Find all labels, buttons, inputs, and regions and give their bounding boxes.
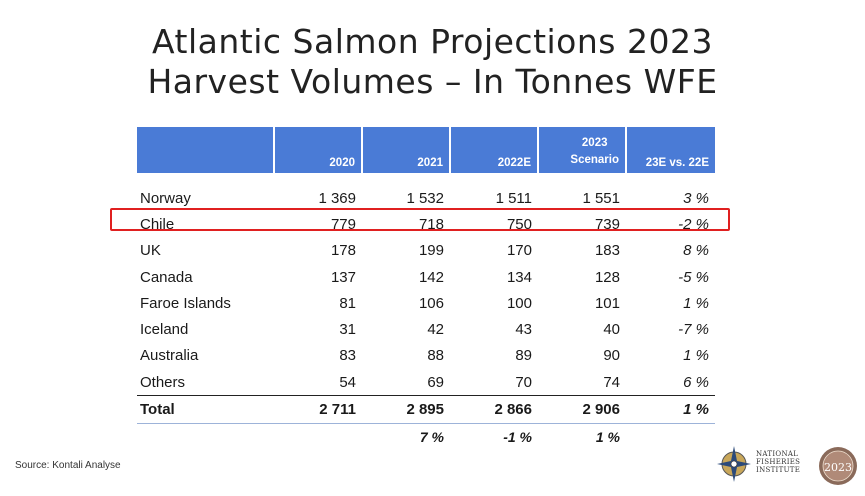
volume-cell: 43 xyxy=(515,321,532,339)
table-body: Norway 1 369 1 532 1 511 1 551 3 % Chile 779 718… xyxy=(137,173,715,450)
growth-cell: 7 % xyxy=(419,428,444,445)
svg-text:2023: 2023 xyxy=(824,461,852,474)
country-name: Norway xyxy=(140,189,191,207)
header-cell: 2023 Scenario xyxy=(537,127,626,173)
total-cell: 2 866 xyxy=(450,395,538,424)
highlight-box xyxy=(110,208,730,231)
header-cell: 2022E xyxy=(449,127,538,173)
volume-cell: 718 xyxy=(418,215,444,233)
volume-cell: 178 xyxy=(330,242,356,260)
volume-cell: 40 xyxy=(603,321,620,339)
volume-cell: 1 551 xyxy=(582,189,620,207)
change-cell: -5 % xyxy=(678,268,709,286)
change-cell: 3 % xyxy=(683,189,709,207)
country-name: UK xyxy=(140,242,161,260)
total-label: Total xyxy=(137,395,274,424)
seal-icon: 2023 xyxy=(819,447,857,485)
source-note: Source: Kontali Analyse xyxy=(15,460,121,471)
table-row: Faroe Islands 81 106 100 101 1 % xyxy=(137,290,715,316)
header-cell: 2020 xyxy=(273,127,362,173)
change-cell: -7 % xyxy=(678,321,709,339)
volume-cell: 137 xyxy=(330,268,356,286)
volume-cell: 70 xyxy=(515,373,532,391)
change-cell: 1 % xyxy=(683,294,709,312)
country-name: Canada xyxy=(140,268,193,286)
total-cell: 2 906 xyxy=(538,395,626,424)
table-row: Canada 137 142 134 128 -5 % xyxy=(137,264,715,290)
volume-cell: 142 xyxy=(418,268,444,286)
header-row: 2020 2021 2022E 2023 Scenario 23E vs. 22E xyxy=(137,127,715,173)
change-cell: 8 % xyxy=(683,242,709,260)
volume-cell: 106 xyxy=(418,294,444,312)
change-cell: 6 % xyxy=(683,373,709,391)
growth-cell xyxy=(626,423,715,450)
slide-title: Atlantic Salmon Projections 2023 Harvest… xyxy=(0,22,865,102)
volume-cell: 42 xyxy=(427,321,444,339)
volume-cell: 74 xyxy=(603,373,620,391)
volume-cell: 739 xyxy=(594,215,620,233)
growth-label xyxy=(137,423,274,450)
header-cell: 2021 xyxy=(361,127,450,173)
volume-cell: 1 369 xyxy=(318,189,356,207)
growth-cell: -1 % xyxy=(503,428,532,445)
total-change-cell: 1 % xyxy=(626,395,715,424)
volume-cell: 69 xyxy=(427,373,444,391)
volume-cell: 134 xyxy=(506,268,532,286)
table-row: Others 54 69 70 74 6 % xyxy=(137,369,715,396)
total-cell: 2 711 xyxy=(274,395,362,424)
volume-cell: 183 xyxy=(594,242,620,260)
volume-cell: 83 xyxy=(339,347,356,365)
country-name: Australia xyxy=(140,347,199,365)
volume-cell: 88 xyxy=(427,347,444,365)
harvest-table: 2020 2021 2022E 2023 Scenario 23E vs. 22E Nor… xyxy=(137,127,715,450)
header-cell-empty xyxy=(137,127,274,173)
title-line-1: Atlantic Salmon Projections 2023 xyxy=(152,22,713,61)
volume-cell: 750 xyxy=(506,215,532,233)
table-row: Australia 83 88 89 90 1 % xyxy=(137,343,715,369)
growth-cell xyxy=(274,423,362,450)
nfi-logo: NATIONAL FISHERIES INSTITUTE 2023 xyxy=(716,444,857,490)
volume-cell: 100 xyxy=(506,294,532,312)
title-line-2: Harvest Volumes – In Tonnes WFE xyxy=(147,62,718,101)
growth-cell: 1 % xyxy=(595,428,620,445)
country-name: Chile xyxy=(140,215,175,233)
growth-row: 7 % -1 % 1 % xyxy=(137,423,715,450)
total-cell: 2 895 xyxy=(362,395,450,424)
country-name: Others xyxy=(140,373,186,391)
volume-cell: 81 xyxy=(339,294,356,312)
volume-cell: 1 511 xyxy=(495,189,532,207)
volume-cell: 90 xyxy=(603,347,620,365)
volume-cell: 199 xyxy=(418,242,444,260)
table-row: Norway 1 369 1 532 1 511 1 551 3 % xyxy=(137,185,715,211)
logo-text: NATIONAL FISHERIES INSTITUTE xyxy=(756,450,801,474)
table-row: Iceland 31 42 43 40 -7 % xyxy=(137,316,715,342)
volume-cell: 128 xyxy=(594,268,620,286)
country-name: Iceland xyxy=(140,321,189,339)
volume-cell: 54 xyxy=(339,373,356,391)
header-cell: 23E vs. 22E xyxy=(625,127,715,173)
change-cell: 1 % xyxy=(683,347,709,365)
country-name: Faroe Islands xyxy=(140,294,231,312)
volume-cell: 31 xyxy=(339,321,356,339)
volume-cell: 1 532 xyxy=(406,189,444,207)
table-row: UK 178 199 170 183 8 % xyxy=(137,238,715,264)
volume-cell: 89 xyxy=(515,347,532,365)
volume-cell: 170 xyxy=(506,242,532,260)
spacer-row xyxy=(137,173,715,185)
change-cell: -2 % xyxy=(678,215,709,233)
table-row: Chile 779 718 750 739 -2 % xyxy=(137,211,715,237)
total-row: Total 2 711 2 895 2 866 2 906 1 % xyxy=(137,395,715,424)
volume-cell: 101 xyxy=(594,294,620,312)
volume-cell: 779 xyxy=(330,215,356,233)
compass-icon xyxy=(717,446,751,482)
